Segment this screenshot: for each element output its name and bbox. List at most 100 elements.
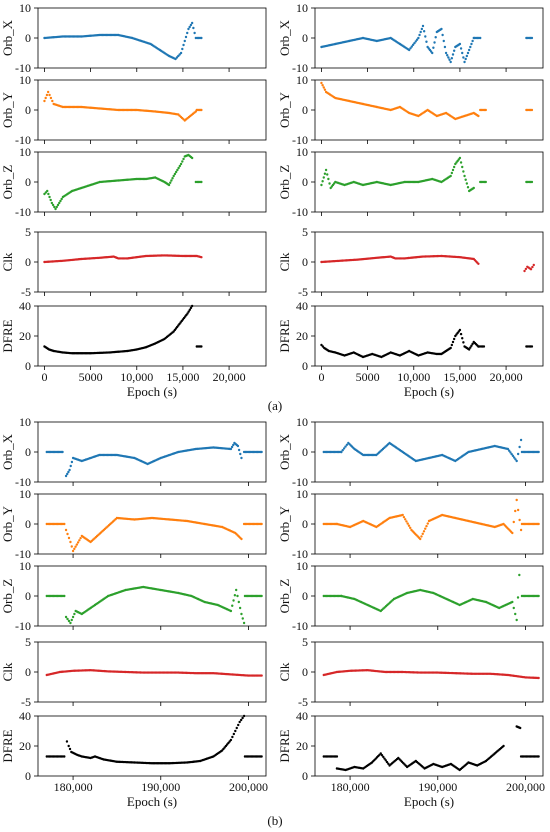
data-point xyxy=(464,57,467,61)
data-point xyxy=(484,180,487,184)
y-axis-label: Clk xyxy=(0,662,15,681)
data-point xyxy=(64,528,68,532)
data-point xyxy=(410,45,413,48)
y-tick-label: -5 xyxy=(298,695,308,709)
data-point xyxy=(484,108,487,112)
x-tick-label: 180,000 xyxy=(54,780,93,794)
data-point xyxy=(70,618,73,622)
data-point xyxy=(511,454,515,458)
data-point xyxy=(239,452,242,456)
y-tick-label: 10 xyxy=(296,415,308,429)
data-point xyxy=(519,528,523,532)
data-point xyxy=(407,48,411,52)
panel-b-left-row-clk: -5 0 5 Clk xyxy=(0,635,267,709)
data-point xyxy=(482,345,486,348)
data-point xyxy=(420,27,424,31)
x-tick-label: 190,000 xyxy=(418,780,457,794)
y-tick-label: 5 xyxy=(25,225,31,239)
data-point xyxy=(67,744,70,748)
axes-frame xyxy=(314,305,544,367)
data-point xyxy=(45,93,49,97)
data-point xyxy=(240,456,243,460)
y-axis-label: DFRE xyxy=(0,729,15,762)
data-point xyxy=(530,345,534,348)
data-point xyxy=(323,172,327,175)
data-point xyxy=(379,752,382,755)
data-point xyxy=(452,337,456,341)
axes-frame xyxy=(314,7,544,69)
data-point xyxy=(229,447,233,451)
data-point xyxy=(190,304,194,308)
y-tick-label: 0 xyxy=(302,359,308,373)
y-tick-label: 0 xyxy=(302,103,308,117)
data-point xyxy=(233,594,237,597)
data-point xyxy=(462,170,465,173)
data-point xyxy=(461,337,464,340)
data-point xyxy=(444,51,448,55)
data-point xyxy=(229,738,233,742)
data-point xyxy=(70,460,74,464)
y-tick-label: 0 xyxy=(302,769,308,783)
data-point xyxy=(458,328,462,332)
data-point xyxy=(405,520,408,523)
data-point xyxy=(422,30,426,33)
x-tick-label: 10,000 xyxy=(397,370,430,384)
data-point xyxy=(406,522,409,525)
y-axis-label: Orb_Y xyxy=(0,505,15,542)
data-point xyxy=(238,606,242,610)
data-point xyxy=(66,617,69,621)
data-point xyxy=(189,306,193,310)
axes-frame xyxy=(37,715,267,777)
data-point xyxy=(47,192,50,196)
data-point xyxy=(409,526,412,530)
data-point xyxy=(50,201,54,205)
data-point xyxy=(340,450,343,454)
data-point xyxy=(189,23,193,27)
data-point xyxy=(260,755,263,758)
data-point xyxy=(76,541,80,544)
data-point xyxy=(413,41,416,45)
axes-frame xyxy=(37,79,267,141)
data-point xyxy=(459,47,463,50)
y-tick-label: 10 xyxy=(19,1,31,15)
data-point xyxy=(70,545,73,548)
data-point xyxy=(74,545,77,548)
data-point xyxy=(449,174,452,178)
data-point xyxy=(514,509,517,513)
data-point xyxy=(169,181,172,184)
y-tick-label: -10 xyxy=(15,205,31,219)
data-point xyxy=(65,740,69,743)
data-point xyxy=(66,472,69,476)
panel-b-right-row-orb_x: -10 0 10 Orb_X xyxy=(277,415,544,489)
data-point xyxy=(231,604,234,607)
y-tick-label: 40 xyxy=(296,299,308,313)
data-point xyxy=(64,615,68,619)
data-point xyxy=(174,170,178,174)
data-point xyxy=(44,96,47,100)
data-point xyxy=(537,755,540,758)
data-point xyxy=(530,36,534,40)
panel-b-left-row-orb_x: -10 0 10 Orb_X xyxy=(0,415,267,489)
axes-frame xyxy=(314,231,544,293)
data-point xyxy=(173,172,177,176)
data-point xyxy=(467,48,471,52)
y-tick-label: -5 xyxy=(298,285,308,299)
panel-a-left-row-orb_x: -10 0 10 Orb_X xyxy=(0,1,267,75)
data-point xyxy=(462,56,465,59)
data-point xyxy=(470,42,473,46)
data-point xyxy=(237,723,240,727)
data-point xyxy=(326,173,329,176)
data-point xyxy=(186,312,189,315)
data-point xyxy=(451,340,455,344)
panel-a-left-row-dfre: 0 20 40 DFRE 0 5000 10,000 15,000 20,000 Epoch (s… xyxy=(0,299,267,399)
data-point xyxy=(449,346,452,350)
data-point xyxy=(467,348,471,351)
data-point xyxy=(447,56,450,59)
y-tick-label: -5 xyxy=(21,695,31,709)
data-point xyxy=(529,268,533,271)
y-axis-label: DFRE xyxy=(277,319,292,352)
data-point xyxy=(424,527,427,530)
data-point xyxy=(461,51,464,55)
y-axis-label: Orb_X xyxy=(0,433,15,470)
data-point xyxy=(231,735,234,739)
